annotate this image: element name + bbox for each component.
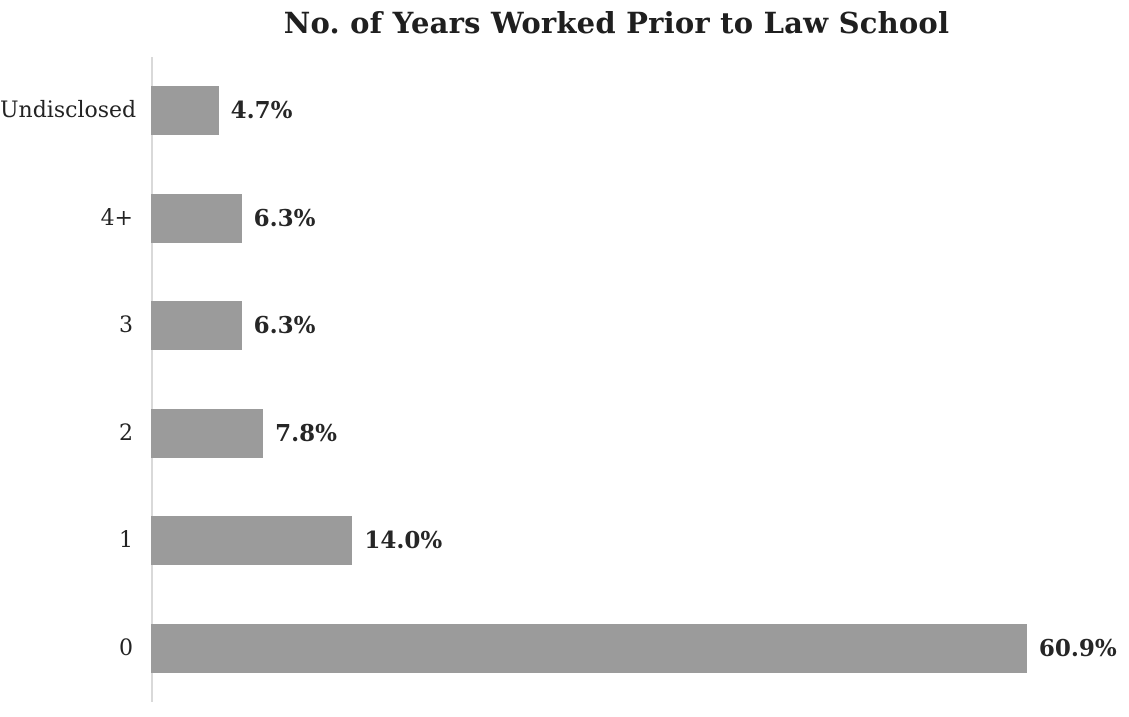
value-label: 6.3% bbox=[253, 312, 316, 340]
bar-track: 6.3% bbox=[151, 301, 1129, 351]
value-label: 60.9% bbox=[1038, 634, 1117, 662]
value-label: 14.0% bbox=[364, 527, 443, 555]
bar bbox=[151, 86, 219, 136]
bar-row: 0 60.9% bbox=[0, 595, 1129, 703]
bar-rows-container: Undisclosed 4.7% 4+ 6.3% 3 6.3% 2 7.8% 1… bbox=[0, 57, 1129, 702]
chart-title: No. of Years Worked Prior to Law School bbox=[283, 6, 950, 40]
bar-track: 4.7% bbox=[151, 86, 1129, 136]
value-label: 6.3% bbox=[253, 204, 316, 232]
category-label: 4+ bbox=[100, 205, 133, 231]
bar bbox=[151, 301, 242, 351]
bar-track: 14.0% bbox=[151, 516, 1129, 566]
bar-track: 6.3% bbox=[151, 193, 1129, 243]
bar-row: Undisclosed 4.7% bbox=[0, 57, 1129, 165]
bar-row: 2 7.8% bbox=[0, 380, 1129, 488]
bar bbox=[151, 516, 353, 566]
value-label: 4.7% bbox=[230, 97, 293, 125]
bar-chart: Undisclosed 4.7% 4+ 6.3% 3 6.3% 2 7.8% 1… bbox=[0, 57, 1129, 702]
category-label: 0 bbox=[119, 635, 133, 661]
bar bbox=[151, 623, 1027, 673]
bar-row: 1 14.0% bbox=[0, 487, 1129, 595]
category-label: 3 bbox=[119, 313, 133, 339]
y-axis-line bbox=[151, 57, 153, 702]
bar bbox=[151, 193, 242, 243]
bar-row: 3 6.3% bbox=[0, 272, 1129, 380]
bar-row: 4+ 6.3% bbox=[0, 165, 1129, 273]
value-label: 7.8% bbox=[275, 419, 338, 447]
category-label: Undisclosed bbox=[0, 98, 137, 124]
category-label: 2 bbox=[119, 420, 133, 446]
bar bbox=[151, 408, 264, 458]
bar-track: 7.8% bbox=[151, 408, 1129, 458]
bar-track: 60.9% bbox=[151, 623, 1129, 673]
category-label: 1 bbox=[119, 528, 133, 554]
